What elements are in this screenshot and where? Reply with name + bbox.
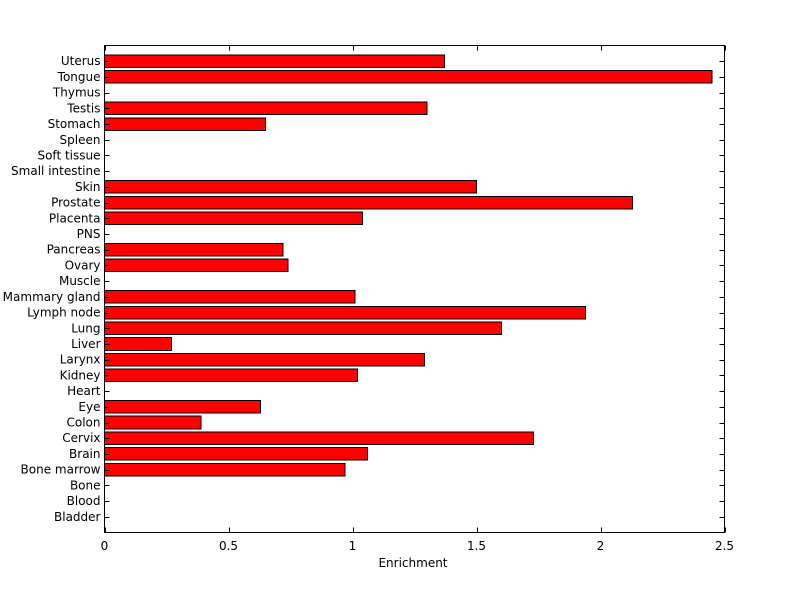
bar-8	[104, 180, 477, 194]
bar-4	[104, 117, 267, 131]
y-tick-label-24: Cervix	[62, 431, 100, 445]
y-tick-label-22: Eye	[78, 400, 100, 414]
y-tick-label-27: Bone	[70, 478, 101, 492]
bar-19	[104, 352, 425, 367]
x-tick-label-5: 2.5	[715, 539, 734, 553]
bar-26	[104, 462, 346, 477]
y-tick-label-14: Muscle	[59, 274, 101, 288]
ticks-layer	[104, 45, 726, 533]
x-tick-label-3: 1.5	[467, 539, 486, 553]
y-tick-label-16: Lymph node	[27, 306, 100, 320]
y-tick-label-17: Lung	[71, 321, 100, 335]
y-tick-label-7: Small intestine	[11, 164, 100, 178]
bar-20	[104, 368, 358, 383]
y-tick-label-20: Kidney	[60, 368, 101, 382]
y-tick-label-21: Heart	[67, 384, 101, 398]
bar-0	[104, 54, 445, 68]
y-tick-label-25: Brain	[69, 447, 100, 461]
x-tick-labels: 0 0.5 1 1.5 2 2.5	[101, 539, 734, 553]
y-tick-label-3: Testis	[66, 101, 100, 115]
y-tick-label-26: Bone marrow	[21, 463, 101, 477]
y-tick-label-28: Blood	[67, 494, 101, 508]
x-tick-label-2: 1	[349, 539, 357, 553]
plot-frame	[104, 45, 725, 533]
bar-17	[104, 321, 502, 336]
y-tick-label-12: Pancreas	[47, 243, 101, 257]
bar-10	[104, 211, 363, 226]
y-tick-label-5: Spleen	[60, 133, 101, 147]
y-tick-label-11: PNS	[77, 227, 101, 241]
bar-18	[104, 337, 172, 351]
y-tick-label-13: Ovary	[65, 258, 101, 272]
bar-13	[104, 258, 289, 273]
x-axis-label: Enrichment	[378, 556, 447, 570]
x-tick-label-4: 2	[597, 539, 605, 553]
x-tick-label-0: 0	[101, 539, 109, 553]
y-tick-label-0: Uterus	[61, 54, 101, 68]
bar-23	[104, 415, 202, 430]
x-tick-label-1: 0.5	[219, 539, 238, 553]
y-tick-label-10: Placenta	[49, 211, 101, 225]
bar-12	[104, 242, 284, 257]
y-tick-label-1: Tongue	[57, 70, 101, 84]
bar-1	[104, 70, 713, 84]
y-tick-label-9: Prostate	[51, 196, 100, 210]
y-tick-label-18: Liver	[71, 337, 101, 351]
y-tick-label-23: Colon	[66, 416, 100, 430]
bar-9	[104, 195, 634, 210]
bar-24	[104, 431, 535, 446]
bar-15	[104, 290, 356, 304]
y-tick-label-4: Stomach	[48, 117, 101, 131]
bars-layer	[104, 54, 713, 477]
bar-16	[104, 305, 587, 320]
y-tick-label-6: Soft tissue	[37, 148, 100, 162]
bar-3	[104, 101, 428, 116]
y-tick-label-2: Thymus	[52, 86, 101, 100]
y-tick-label-15: Mammary gland	[3, 290, 101, 304]
y-tick-label-19: Larynx	[60, 353, 101, 367]
y-tick-label-8: Skin	[75, 180, 101, 194]
y-tick-label-29: Bladder	[54, 510, 101, 524]
bar-22	[104, 400, 262, 414]
bar-25	[104, 447, 368, 461]
